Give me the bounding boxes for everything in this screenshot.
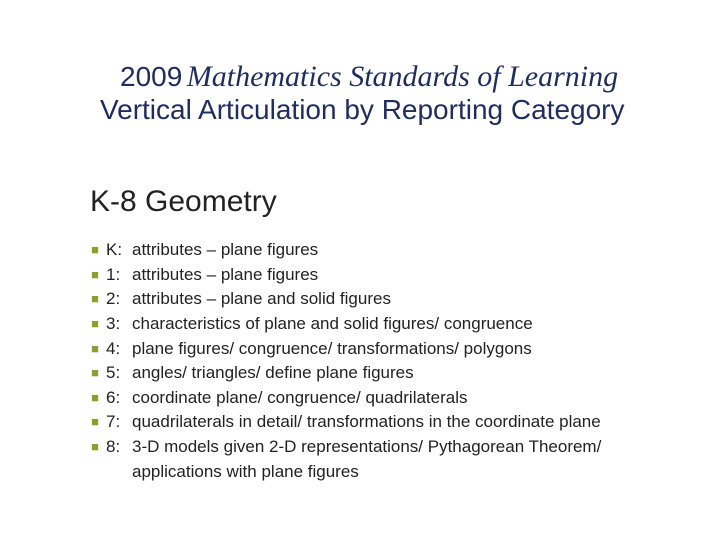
grade-desc: characteristics of plane and solid figur…: [132, 312, 670, 337]
list-item: ■ K: attributes – plane figures: [90, 238, 670, 263]
grade-label: 1:: [106, 263, 132, 288]
list-item: ■ 6: coordinate plane/ congruence/ quadr…: [90, 386, 670, 411]
grade-label: 6:: [106, 386, 132, 411]
bullet-icon: ■: [90, 361, 100, 385]
list-item: ■ 3: characteristics of plane and solid …: [90, 312, 670, 337]
grade-desc: coordinate plane/ congruence/ quadrilate…: [132, 386, 670, 411]
list-item: ■ 4: plane figures/ congruence/ transfor…: [90, 337, 670, 362]
grade-label: 3:: [106, 312, 132, 337]
list-item: ■ 2: attributes – plane and solid figure…: [90, 287, 670, 312]
grade-desc: attributes – plane and solid figures: [132, 287, 670, 312]
bullet-icon: ■: [90, 287, 100, 311]
slide: 2009 Mathematics Standards of Learning V…: [0, 0, 720, 540]
grade-desc: angles/ triangles/ define plane figures: [132, 361, 670, 386]
grade-desc: plane figures/ congruence/ transformatio…: [132, 337, 670, 362]
grade-desc: quadrilaterals in detail/ transformation…: [132, 410, 670, 435]
bullet-icon: ■: [90, 312, 100, 336]
title-line2: Vertical Articulation by Reporting Categ…: [100, 94, 670, 126]
bullet-icon: ■: [90, 435, 100, 459]
grade-label: K:: [106, 238, 132, 263]
grade-desc: attributes – plane figures: [132, 238, 670, 263]
list-item: ■ 8: 3-D models given 2-D representation…: [90, 435, 670, 484]
bullet-icon: ■: [90, 410, 100, 434]
grade-desc: 3-D models given 2-D representations/ Py…: [132, 435, 670, 484]
bullet-icon: ■: [90, 238, 100, 262]
title-italic: Mathematics Standards of Learning: [187, 60, 618, 93]
grade-list: ■ K: attributes – plane figures ■ 1: att…: [90, 238, 670, 484]
title-block: 2009 Mathematics Standards of Learning V…: [100, 60, 670, 126]
grade-label: 2:: [106, 287, 132, 312]
list-item: ■ 1: attributes – plane figures: [90, 263, 670, 288]
grade-label: 7:: [106, 410, 132, 435]
grade-desc: attributes – plane figures: [132, 263, 670, 288]
grade-label: 4:: [106, 337, 132, 362]
bullet-icon: ■: [90, 337, 100, 361]
title-year: 2009: [120, 61, 182, 92]
list-item: ■ 5: angles/ triangles/ define plane fig…: [90, 361, 670, 386]
grade-label: 5:: [106, 361, 132, 386]
grade-label: 8:: [106, 435, 132, 460]
title-line1: 2009 Mathematics Standards of Learning: [100, 60, 670, 94]
subtitle: K-8 Geometry: [90, 185, 277, 219]
list-item: ■ 7: quadrilaterals in detail/ transform…: [90, 410, 670, 435]
bullet-icon: ■: [90, 263, 100, 287]
bullet-icon: ■: [90, 386, 100, 410]
